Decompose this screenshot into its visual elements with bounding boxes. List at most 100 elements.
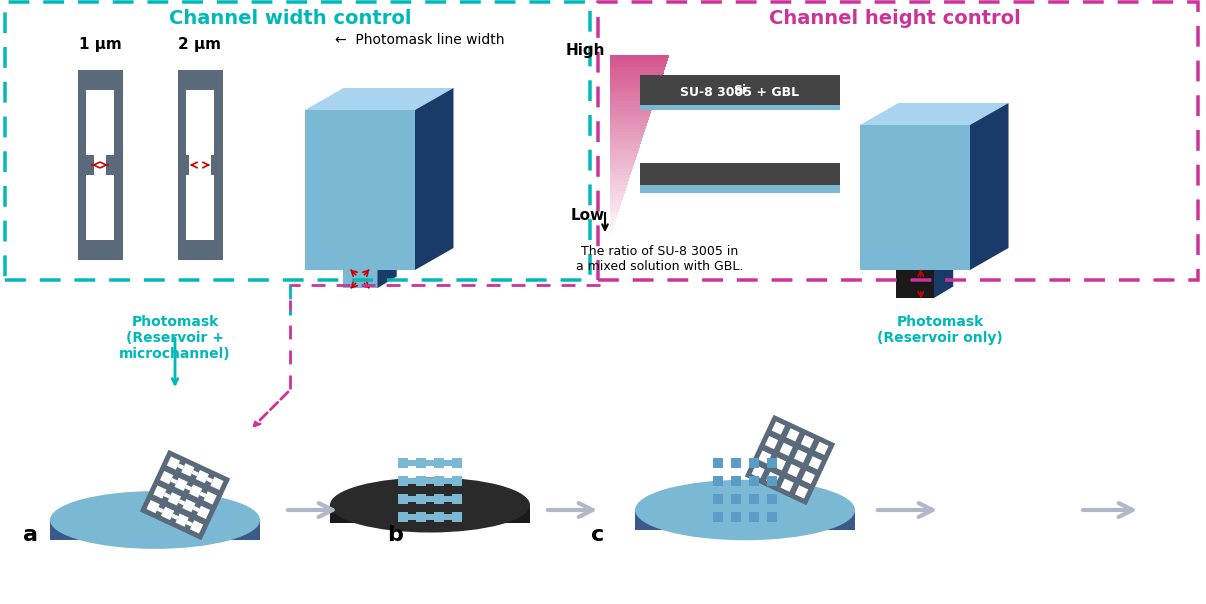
Polygon shape (713, 494, 724, 504)
Polygon shape (178, 499, 186, 506)
Polygon shape (434, 494, 444, 504)
Text: 1 μm: 1 μm (78, 37, 122, 53)
Polygon shape (157, 507, 164, 513)
Polygon shape (610, 194, 624, 197)
Polygon shape (195, 470, 209, 483)
Polygon shape (160, 471, 174, 484)
Polygon shape (610, 83, 660, 86)
Polygon shape (765, 436, 778, 449)
Polygon shape (610, 150, 638, 153)
Polygon shape (610, 144, 640, 147)
Polygon shape (713, 512, 724, 522)
Text: Channel height control: Channel height control (769, 8, 1020, 28)
Polygon shape (434, 512, 444, 522)
Polygon shape (416, 476, 426, 486)
Polygon shape (610, 101, 654, 104)
Polygon shape (610, 135, 643, 138)
Polygon shape (610, 157, 636, 160)
Polygon shape (610, 58, 668, 61)
Polygon shape (610, 117, 649, 120)
Polygon shape (759, 451, 772, 464)
Polygon shape (610, 153, 637, 157)
Polygon shape (610, 114, 650, 117)
Polygon shape (610, 80, 661, 83)
Polygon shape (181, 463, 194, 477)
Polygon shape (185, 484, 192, 491)
Text: High: High (566, 42, 605, 57)
Ellipse shape (49, 491, 260, 549)
Polygon shape (772, 422, 785, 435)
Text: ←  Photomask line width: ← Photomask line width (335, 33, 505, 47)
Polygon shape (193, 506, 200, 512)
Polygon shape (426, 496, 434, 502)
Polygon shape (452, 512, 462, 522)
Polygon shape (610, 86, 658, 89)
Polygon shape (189, 155, 211, 175)
Polygon shape (610, 216, 617, 219)
Polygon shape (146, 500, 159, 513)
Polygon shape (610, 203, 621, 206)
Polygon shape (206, 477, 213, 483)
Polygon shape (166, 457, 180, 470)
Polygon shape (610, 64, 666, 67)
Polygon shape (610, 111, 651, 114)
Polygon shape (434, 458, 444, 468)
Polygon shape (636, 510, 855, 530)
Polygon shape (713, 458, 724, 468)
Polygon shape (610, 197, 624, 200)
Polygon shape (452, 476, 462, 486)
Polygon shape (610, 172, 631, 175)
Polygon shape (452, 458, 462, 468)
Polygon shape (610, 132, 644, 135)
Polygon shape (610, 222, 615, 225)
Bar (640, 75, 841, 110)
Polygon shape (610, 108, 652, 111)
Polygon shape (815, 442, 829, 455)
Polygon shape (713, 476, 724, 486)
Polygon shape (786, 428, 800, 442)
Polygon shape (751, 465, 765, 478)
Polygon shape (860, 103, 1008, 125)
Polygon shape (610, 188, 626, 191)
Polygon shape (610, 147, 639, 150)
Polygon shape (444, 478, 452, 484)
Polygon shape (186, 175, 213, 240)
Polygon shape (767, 494, 777, 504)
Polygon shape (610, 178, 630, 181)
Polygon shape (610, 212, 617, 216)
Polygon shape (199, 492, 206, 498)
Polygon shape (610, 206, 620, 209)
Polygon shape (426, 514, 434, 520)
Polygon shape (177, 463, 185, 469)
Polygon shape (408, 460, 416, 466)
Polygon shape (610, 169, 632, 172)
Polygon shape (749, 476, 759, 486)
Polygon shape (415, 88, 453, 270)
Polygon shape (168, 492, 181, 506)
Polygon shape (416, 458, 426, 468)
Ellipse shape (636, 480, 855, 540)
Polygon shape (610, 163, 634, 166)
Text: a: a (23, 525, 37, 545)
Polygon shape (610, 77, 662, 80)
Polygon shape (970, 103, 1008, 270)
Polygon shape (377, 259, 397, 288)
Polygon shape (610, 138, 642, 141)
Polygon shape (175, 513, 189, 527)
Polygon shape (731, 494, 740, 504)
Polygon shape (49, 520, 260, 540)
Polygon shape (794, 449, 807, 463)
Text: SU-8 3005 + GBL: SU-8 3005 + GBL (680, 86, 800, 99)
Polygon shape (164, 492, 171, 498)
Polygon shape (416, 494, 426, 504)
Polygon shape (610, 166, 633, 169)
Polygon shape (610, 98, 655, 101)
Polygon shape (189, 484, 203, 498)
Polygon shape (610, 71, 665, 74)
Bar (640, 75, 841, 105)
Polygon shape (749, 458, 759, 468)
Polygon shape (731, 458, 740, 468)
Polygon shape (77, 70, 123, 260)
Polygon shape (610, 92, 657, 95)
Polygon shape (610, 191, 625, 194)
